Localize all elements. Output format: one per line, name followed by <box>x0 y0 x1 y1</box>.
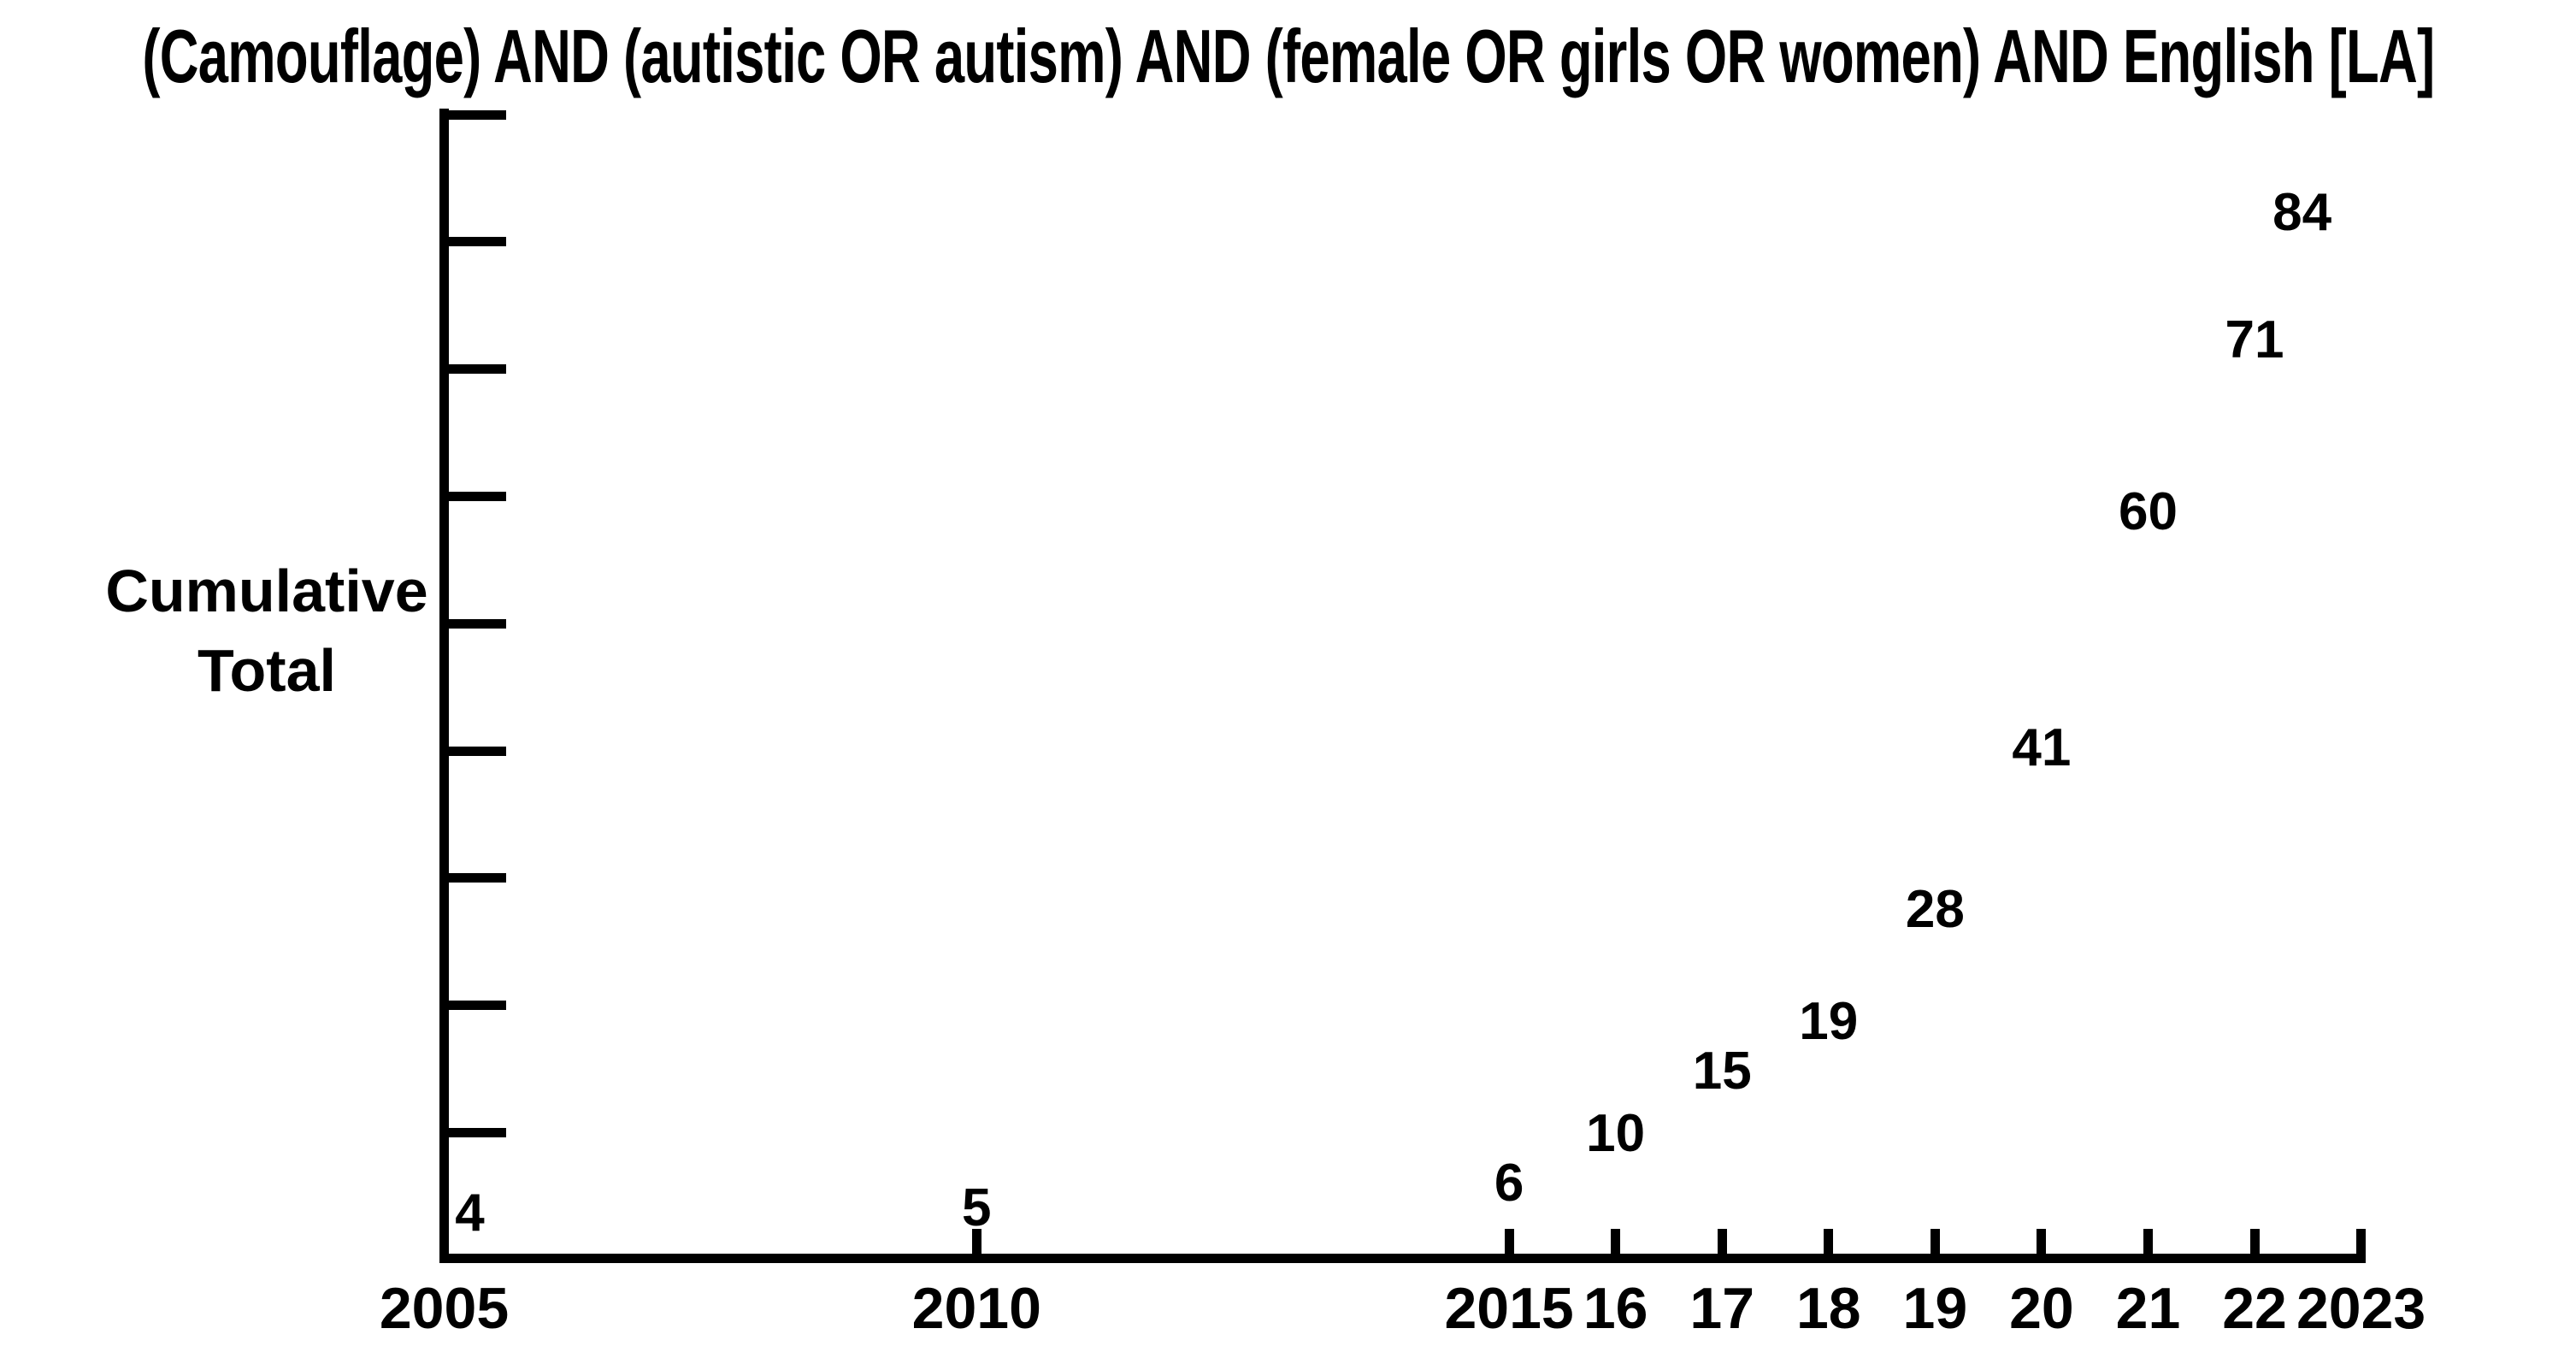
x-axis-tick <box>1824 1229 1834 1263</box>
data-point-label: 60 <box>2118 481 2178 541</box>
y-axis-tick <box>439 491 506 501</box>
x-axis-tick <box>971 1229 981 1263</box>
data-point-label: 28 <box>1905 880 1965 940</box>
data-point-label: 5 <box>962 1178 992 1237</box>
x-axis-tick <box>2249 1229 2260 1263</box>
data-point-label: 10 <box>1586 1104 1646 1163</box>
x-axis-tick <box>1611 1229 1621 1263</box>
x-axis-tick <box>1504 1229 1514 1263</box>
y-axis-label-line-1: Cumulative <box>105 558 428 624</box>
x-axis-tick <box>1717 1229 1727 1263</box>
x-axis-tick <box>2143 1229 2153 1263</box>
y-axis-label-line-2: Total <box>197 637 336 704</box>
y-axis-tick <box>439 1127 506 1137</box>
data-point-label: 4 <box>455 1184 485 1243</box>
x-tick-label: 19 <box>1902 1276 1968 1341</box>
x-tick-label: 18 <box>1795 1276 1861 1341</box>
y-axis-tick <box>439 746 506 756</box>
x-axis-tick <box>1930 1229 1940 1263</box>
y-axis-tick <box>439 873 506 883</box>
y-axis-tick <box>439 1001 506 1011</box>
data-point-label: 6 <box>1494 1154 1524 1213</box>
x-tick-label: 16 <box>1583 1276 1648 1341</box>
x-axis-tick <box>2356 1229 2367 1263</box>
data-point-label: 15 <box>1692 1042 1752 1101</box>
chart-title: (Camouflage) AND (autistic OR autism) AN… <box>141 14 2435 98</box>
x-tick-label: 2023 <box>2296 1276 2426 1341</box>
x-tick-label: 2015 <box>1444 1276 1574 1341</box>
x-tick-label: 20 <box>2009 1276 2074 1341</box>
x-tick-label: 2010 <box>911 1276 1041 1341</box>
y-axis-tick <box>439 109 506 120</box>
y-axis-tick <box>439 237 506 247</box>
data-point-label: 84 <box>2272 183 2332 243</box>
y-axis-tick <box>439 364 506 375</box>
x-tick-label: 2005 <box>379 1276 510 1341</box>
y-axis-tick <box>439 618 506 629</box>
y-axis-label: Cumulative Total <box>53 552 480 711</box>
chart-title-row: (Camouflage) AND (autistic OR autism) AN… <box>0 0 2576 113</box>
x-tick-label: 22 <box>2222 1276 2287 1341</box>
x-tick-label: 21 <box>2115 1276 2181 1341</box>
x-tick-label: 17 <box>1689 1276 1755 1341</box>
data-point-label: 41 <box>2012 717 2072 777</box>
y-axis-line <box>439 109 449 1263</box>
x-axis-tick <box>2037 1229 2047 1263</box>
data-point-label: 71 <box>2225 310 2284 370</box>
data-point-label: 19 <box>1799 992 1859 1052</box>
x-axis-line <box>439 1254 2365 1263</box>
